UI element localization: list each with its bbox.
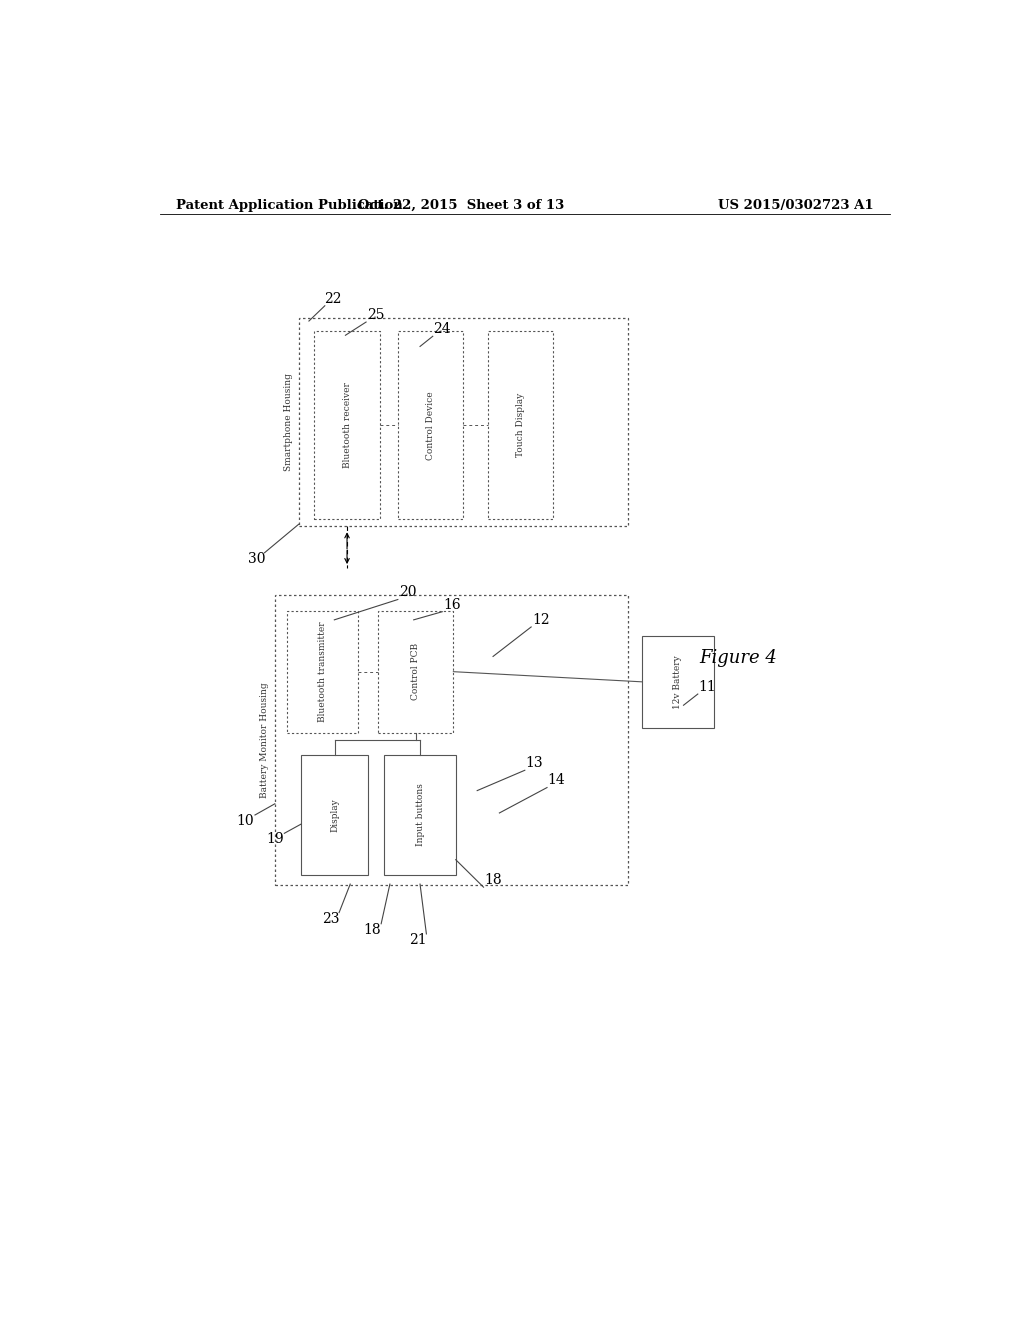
Text: US 2015/0302723 A1: US 2015/0302723 A1: [719, 198, 873, 211]
Bar: [378, 611, 454, 733]
Text: Touch Display: Touch Display: [515, 393, 524, 457]
Text: 21: 21: [409, 933, 426, 946]
Text: 13: 13: [525, 756, 543, 770]
Text: 11: 11: [698, 680, 716, 694]
Text: 16: 16: [443, 598, 461, 611]
Text: Bluetooth transmitter: Bluetooth transmitter: [317, 622, 327, 722]
Text: Patent Application Publication: Patent Application Publication: [176, 198, 402, 211]
Text: Input buttons: Input buttons: [416, 784, 425, 846]
Bar: [487, 331, 553, 519]
Text: Battery Monitor Housing: Battery Monitor Housing: [260, 682, 269, 799]
Text: 18: 18: [364, 923, 381, 937]
Text: 23: 23: [322, 912, 339, 925]
Text: 10: 10: [237, 814, 254, 828]
Text: Control PCB: Control PCB: [412, 643, 420, 700]
Bar: [397, 331, 463, 519]
Text: Smartphone Housing: Smartphone Housing: [284, 374, 293, 471]
Text: 20: 20: [398, 585, 416, 599]
Bar: [274, 595, 628, 886]
Text: 19: 19: [266, 833, 284, 846]
Bar: [299, 318, 628, 527]
Text: Control Device: Control Device: [426, 391, 435, 459]
Text: 12: 12: [531, 612, 550, 627]
Text: 18: 18: [484, 873, 502, 887]
Bar: [384, 755, 456, 875]
Text: 30: 30: [248, 552, 265, 566]
Text: 25: 25: [367, 308, 384, 322]
Bar: [287, 611, 358, 733]
Text: 24: 24: [433, 322, 452, 337]
Text: Display: Display: [330, 799, 339, 832]
Bar: [314, 331, 380, 519]
Text: 22: 22: [324, 292, 341, 306]
Text: Bluetooth receiver: Bluetooth receiver: [343, 383, 351, 469]
Bar: [301, 755, 369, 875]
Text: Oct. 22, 2015  Sheet 3 of 13: Oct. 22, 2015 Sheet 3 of 13: [358, 198, 564, 211]
Text: Figure 4: Figure 4: [699, 649, 777, 668]
Text: 12v Battery: 12v Battery: [674, 655, 682, 709]
Bar: [642, 636, 714, 727]
Text: 14: 14: [548, 774, 565, 788]
